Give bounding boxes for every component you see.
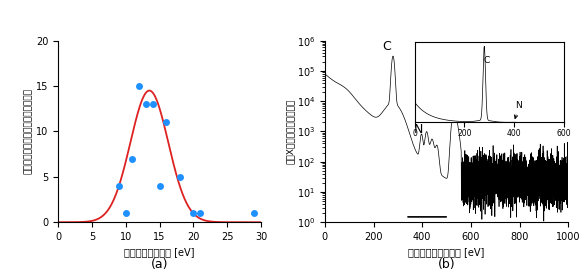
Point [155,184,164,188]
Point [249,211,259,215]
Point [195,211,205,215]
Text: (b): (b) [438,258,455,271]
Point [135,84,144,88]
X-axis label: 放射光のエネルギー [eV]: 放射光のエネルギー [eV] [408,247,485,257]
Point [121,211,130,215]
Point [142,102,151,106]
Point [128,156,137,161]
Text: O: O [451,95,461,108]
Point [114,184,124,188]
Point [188,211,198,215]
Text: (a): (a) [151,258,168,271]
Point [148,102,157,106]
Point [162,120,171,124]
Text: C: C [383,40,392,53]
Y-axis label: 超伝導アレイ検出器内のピクセル数: 超伝導アレイ検出器内のピクセル数 [24,88,33,175]
Text: N: N [414,123,423,136]
X-axis label: エネルギー分解能 [eV]: エネルギー分解能 [eV] [124,247,195,257]
Point [175,175,184,179]
Y-axis label: 茕光X線収量［カウント］: 茕光X線収量［カウント］ [286,99,295,164]
